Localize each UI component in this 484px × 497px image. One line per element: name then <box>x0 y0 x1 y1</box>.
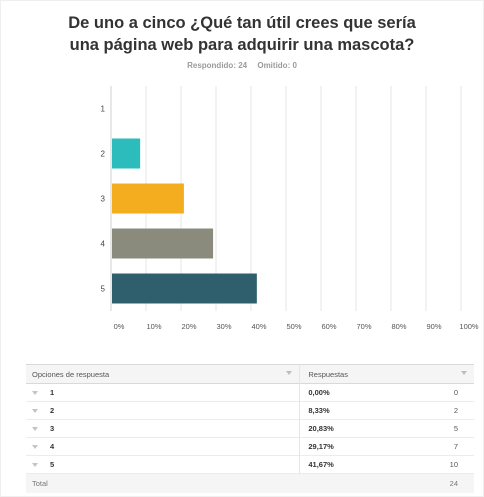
question-title-line-2: una página web para adquirir una mascota… <box>69 36 415 54</box>
options-header-label: Opciones de respuesta <box>32 370 110 379</box>
table-row: 3 20,83% 5 <box>26 419 474 438</box>
responses-table: Opciones de respuesta Respuestas 1 0,00%… <box>26 364 474 493</box>
options-header[interactable]: Opciones de respuesta <box>26 365 300 384</box>
x-tick-label: 50% <box>286 322 301 331</box>
bar <box>112 183 184 214</box>
option-count: 10 <box>449 460 458 469</box>
x-tick-label: 30% <box>216 322 231 331</box>
total-label: Total <box>32 479 48 488</box>
x-tick-label: 80% <box>391 322 406 331</box>
table-row: 1 0,00% 0 <box>26 383 474 402</box>
expand-chevron-icon[interactable] <box>32 409 38 413</box>
expand-chevron-icon[interactable] <box>32 391 38 395</box>
responses-header-label: Respuestas <box>308 370 348 379</box>
option-percent: 20,83% <box>308 424 334 433</box>
bar <box>112 138 141 169</box>
x-tick-label: 90% <box>426 322 441 331</box>
expand-chevron-icon[interactable] <box>32 463 38 467</box>
sort-chevron-icon[interactable] <box>461 371 467 375</box>
option-percent: 8,33% <box>308 406 330 415</box>
table-header-row: Opciones de respuesta Respuestas <box>26 364 474 384</box>
option-label: 1 <box>50 388 55 397</box>
responded-count: Respondido: 24 <box>187 61 248 70</box>
category-label: 5 <box>101 285 106 294</box>
responses-header[interactable]: Respuestas <box>299 364 474 384</box>
table-row: 2 8,33% 2 <box>26 401 474 420</box>
option-percent: 29,17% <box>308 442 334 451</box>
omitted-count: Omitido: 0 <box>257 61 297 70</box>
option-label: 4 <box>50 442 55 451</box>
table-total-row: Total 24 <box>26 473 474 493</box>
category-label: 4 <box>101 240 106 249</box>
table-row: 4 29,17% 7 <box>26 437 474 456</box>
response-stats: Respondido: 24 Omitido: 0 <box>0 61 484 70</box>
bar <box>112 228 214 259</box>
option-count: 0 <box>453 388 458 397</box>
question-title: De uno a cinco ¿Qué tan útil crees que s… <box>20 12 464 56</box>
expand-chevron-icon[interactable] <box>32 445 38 449</box>
option-count: 2 <box>453 406 458 415</box>
category-label: 3 <box>101 195 106 204</box>
option-percent: 41,67% <box>308 460 334 469</box>
x-tick-label: 40% <box>251 322 266 331</box>
x-tick-label: 60% <box>321 322 336 331</box>
total-value: 24 <box>449 479 458 488</box>
question-title-line-1: De uno a cinco ¿Qué tan útil crees que s… <box>68 14 416 32</box>
table-row: 5 41,67% 10 <box>26 455 474 474</box>
option-count: 5 <box>453 424 458 433</box>
category-label: 2 <box>101 150 106 159</box>
option-label: 3 <box>50 424 55 433</box>
option-percent: 0,00% <box>308 388 330 397</box>
x-tick-label: 100% <box>459 322 479 331</box>
option-count: 7 <box>453 442 458 451</box>
x-tick-label: 10% <box>146 322 161 331</box>
sort-chevron-icon[interactable] <box>286 371 293 375</box>
category-label: 1 <box>101 105 106 114</box>
expand-chevron-icon[interactable] <box>32 427 38 431</box>
x-tick-label: 70% <box>356 322 371 331</box>
bar <box>112 273 257 304</box>
x-tick-label: 0% <box>114 322 125 331</box>
x-tick-label: 20% <box>181 322 196 331</box>
option-label: 2 <box>50 406 55 415</box>
option-label: 5 <box>50 460 55 469</box>
